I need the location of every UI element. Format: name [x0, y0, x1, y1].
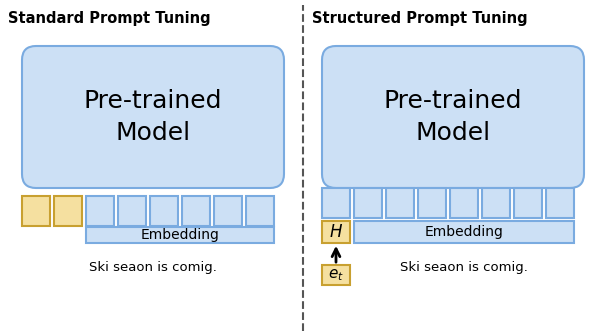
Text: Pre-trained
Model: Pre-trained Model — [84, 89, 222, 145]
Bar — [86, 227, 274, 243]
Text: Embedding: Embedding — [141, 228, 219, 242]
Bar — [322, 221, 350, 243]
FancyBboxPatch shape — [322, 46, 584, 188]
Bar — [386, 188, 414, 218]
Bar — [86, 196, 114, 226]
Text: $H$: $H$ — [329, 223, 343, 241]
Text: Ski seaon is comig.: Ski seaon is comig. — [89, 261, 217, 274]
Bar — [214, 196, 242, 226]
Text: Pre-trained
Model: Pre-trained Model — [384, 89, 522, 145]
Text: $e_t$: $e_t$ — [328, 267, 344, 283]
Text: Standard Prompt Tuning: Standard Prompt Tuning — [8, 11, 211, 26]
Bar — [54, 196, 82, 226]
Bar — [354, 221, 574, 243]
Bar — [322, 265, 350, 285]
Bar — [22, 196, 50, 226]
Text: Embedding: Embedding — [425, 225, 504, 239]
Bar — [546, 188, 574, 218]
Bar — [150, 196, 178, 226]
Bar — [118, 196, 146, 226]
Bar — [246, 196, 274, 226]
Bar — [354, 188, 382, 218]
Bar — [182, 196, 210, 226]
Bar — [450, 188, 478, 218]
Bar — [514, 188, 542, 218]
Text: Ski seaon is comig.: Ski seaon is comig. — [400, 261, 528, 274]
Bar — [482, 188, 510, 218]
Text: Structured Prompt Tuning: Structured Prompt Tuning — [312, 11, 528, 26]
FancyBboxPatch shape — [22, 46, 284, 188]
Bar — [418, 188, 446, 218]
Bar — [322, 188, 350, 218]
